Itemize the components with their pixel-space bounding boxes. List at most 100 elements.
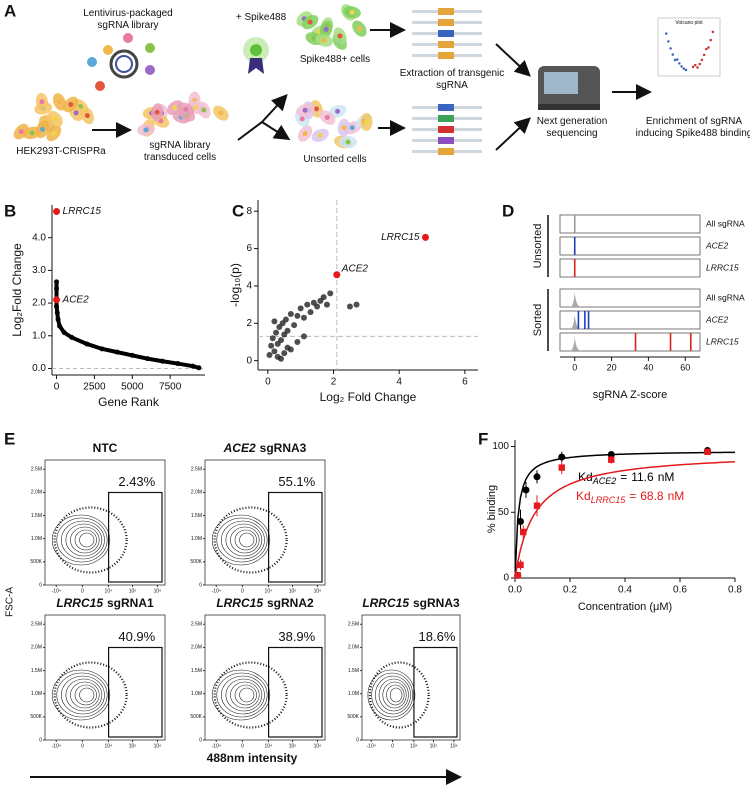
cell-nucleus [143,127,149,133]
gate-percent: 40.9% [118,629,155,644]
y-tick-label: 1.0M [191,691,202,697]
x-tick-label: 0 [391,743,394,749]
x-tick-label: 0.2 [563,585,577,596]
sgrna-icon [438,8,454,15]
gene-point [69,334,75,340]
volcano-icon-dot [680,65,683,68]
gene-point [268,342,275,349]
cell-nucleus [154,109,160,115]
data-point [608,456,615,463]
contour-line [225,678,263,712]
x-tick-label: 0.8 [728,585,742,596]
gene-point [277,355,284,362]
panel-label: B [4,201,16,220]
contour-line [221,675,265,715]
highlight-point [53,208,61,216]
schematic-text: Lentivirus-packaged sgRNA library [83,8,173,31]
guide-name: sgRNA1 [107,596,154,610]
plot-title: NTC [93,441,118,455]
data-point [520,528,527,536]
x-tick-label: 0.4 [618,585,632,596]
gate-percent: 2.43% [118,474,155,489]
gene-point [271,348,278,355]
x-tick-label: 10⁴ [265,588,273,594]
cell-nucleus [201,107,207,113]
y-tick-label: 1.0 [32,330,46,341]
x-tick-label: 7500 [159,382,182,393]
cell-nucleus [193,105,199,111]
contour-line [65,523,103,557]
density-peak [569,292,582,307]
volcano-icon-dot [678,62,681,65]
contour-line [389,687,403,703]
guide-name: sgRNA3 [413,596,460,610]
cell-nucleus [218,110,224,116]
y-tick-label: 1.5M [348,668,359,674]
contour-line [234,684,257,706]
gene-point [294,312,301,319]
sgrna-icon [438,52,454,59]
x-tick-label: 6 [462,377,468,388]
x-tick-label: 0 [265,377,271,388]
guide-name: sgRNA2 [267,596,314,610]
x-tick-label: 10⁵ [289,588,297,594]
y-tick-label: 2.5M [31,622,42,628]
y-axis-label: FSC-A [5,587,16,617]
row-frame [559,288,701,308]
data-point [704,448,711,456]
kd-prefix: Kd [576,489,591,503]
gate [268,491,323,583]
sgrna-icon [438,41,454,48]
x-tick-label: 10⁶ [314,743,322,749]
volcano-icon-dot [667,40,670,43]
y-tick-label: 0 [356,737,359,743]
gene-point [54,285,60,291]
contour-line [61,675,105,715]
contour-line [65,678,103,712]
guide-name: NTC [93,441,118,455]
sgrna-icon [438,137,454,144]
data-point [533,502,541,509]
volcano-icon-dot [709,38,712,42]
cell-nucleus [18,129,24,135]
group-label: Sorted [532,304,544,336]
gene-point [99,346,105,352]
gene-point [190,363,196,369]
x-tick-label: 10⁵ [129,743,137,749]
panel-label: E [4,429,15,448]
volcano-icon-dot [711,30,715,34]
y-tick-label: 2.0M [191,490,202,496]
y-tick-label: 2.0M [191,645,202,651]
schematic-text: Extraction of transgenic sgRNA [399,68,505,91]
event-cloud [53,661,128,729]
plot-title: LRRC15 sgRNA2 [216,596,314,610]
density-peak [569,336,582,351]
gene-point [54,279,60,285]
plot-title: ACE2 sgRNA3 [223,441,307,455]
cell-nucleus [345,139,351,145]
gene-point [281,350,288,357]
library-icon [115,55,133,73]
contour-line [230,526,260,554]
x-tick-label: 0.6 [673,585,687,596]
y-tick-label: 2.0M [31,490,42,496]
gene-point [284,327,291,334]
cell-nucleus [68,102,74,108]
gene-point [57,323,63,329]
point-label: LRRC15 [63,206,102,217]
sgrna-icon [438,126,454,133]
contour-line [234,529,257,551]
cell-nucleus [183,106,189,112]
contour-line [371,672,414,718]
row-label: All sgRNA [706,218,745,228]
cell-nucleus [317,132,323,138]
fit-curve [514,461,736,579]
x-tick-label: 20 [607,362,617,372]
x-tick-label: 0 [241,588,244,594]
sequencer-icon [538,66,600,110]
x-axis-label: Concentration (μM) [578,601,672,613]
cell-nucleus [299,116,305,122]
data-point [522,486,530,494]
